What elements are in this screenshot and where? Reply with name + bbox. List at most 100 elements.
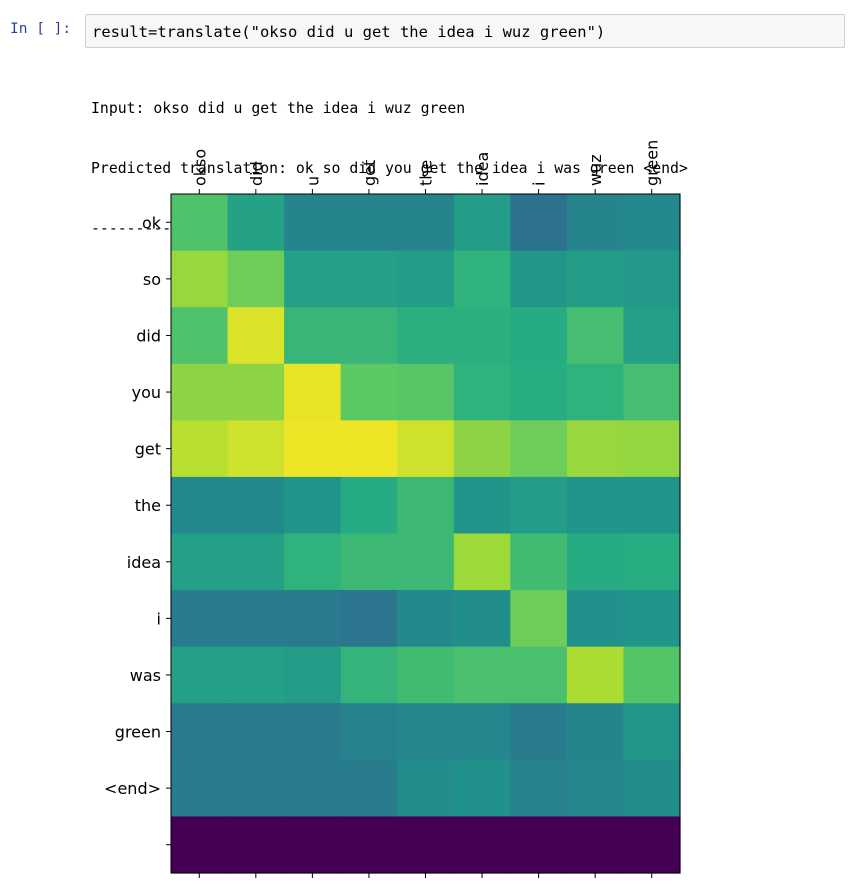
heatmap-cell [227,476,285,535]
heatmap-cell [284,307,342,365]
heatmap-cell [171,363,229,421]
heatmap-cell [453,476,511,535]
heatmap-cell [453,533,511,591]
cell-prompt: In [ ]: [10,21,72,37]
x-tick-label: idea [473,152,492,186]
heatmap-cell [510,590,568,648]
heatmap-cell [340,250,398,308]
heatmap-cell [171,816,229,874]
heatmap-cell [623,250,681,308]
heatmap-cell [171,250,229,308]
heatmap-cell [510,646,568,704]
heatmap-cell [510,759,568,818]
heatmap-cell [453,250,511,308]
output-prediction-line: Predicted translation: ok so did you get… [91,160,688,177]
heatmap-cell [340,420,398,478]
heatmap-cell [171,533,229,591]
heatmap-cell [566,194,625,252]
code-cell-input[interactable]: result=translate("okso did u get the ide… [85,14,845,48]
heatmap-cell [453,307,511,365]
heatmap-cell [510,533,568,591]
heatmap-cell [453,420,511,478]
heatmap-cell [227,590,285,648]
heatmap-cell [340,816,398,874]
heatmap-cell [340,703,398,761]
heatmap-cell [284,816,342,874]
output-input-line: Input: okso did u get the idea i wuz gre… [91,100,466,117]
heatmap-cell [227,533,285,591]
heatmap-cells [171,194,681,874]
x-tick-label: i [530,182,549,186]
heatmap-cell [453,759,511,818]
heatmap-cell [510,250,568,308]
y-tick-label: you [132,383,161,402]
heatmap-cell [623,307,681,365]
y-tick-label: was [130,666,161,685]
heatmap-cell [284,703,342,761]
heatmap-cell [510,194,568,252]
heatmap-cell [340,307,398,365]
heatmap-cell [340,363,398,421]
y-tick-label: the [135,496,161,515]
heatmap-cell [623,533,681,591]
heatmap-cell [453,816,511,874]
heatmap-cell [397,250,455,308]
heatmap-cell [284,590,342,648]
x-tick-label: okso [190,149,209,186]
heatmap-cell [566,250,625,308]
y-tick-label: i [157,609,161,628]
y-tick-label: ok [142,213,162,232]
heatmap-cell [566,703,625,761]
heatmap-cell [623,476,681,535]
heatmap-cell [510,703,568,761]
heatmap-cell [171,759,229,818]
heatmap-cell [623,646,681,704]
code-text[interactable]: result=translate("okso did u get the ide… [92,23,606,41]
heatmap-cell [397,590,455,648]
heatmap-cell [397,646,455,704]
heatmap-cell [284,476,342,535]
heatmap-cell [453,646,511,704]
heatmap-cell [284,420,342,478]
heatmap-cell [623,816,681,874]
heatmap-cell [284,533,342,591]
heatmap-cell [453,703,511,761]
heatmap-cell [566,307,625,365]
heatmap-cell [227,816,285,874]
heatmap-cell [566,363,625,421]
heatmap-cell [397,816,455,874]
heatmap-cell [566,533,625,591]
heatmap-cell [453,590,511,648]
y-tick-label: green [115,723,161,742]
heatmap-cell [623,703,681,761]
heatmap-cell [227,420,285,478]
heatmap-cell [510,816,568,874]
heatmap-cell [227,363,285,421]
x-tick-label: u [303,176,322,186]
heatmap-cell [510,307,568,365]
heatmap-cell [397,533,455,591]
y-tick-label: get [135,440,161,459]
heatmap-cell [566,816,625,874]
y-tick-label: <end> [104,779,161,798]
heatmap-axes [166,189,681,878]
y-tick-label: idea [127,553,161,572]
heatmap-cell [171,646,229,704]
x-tick-label: did [247,161,266,186]
heatmap-cell [397,194,455,252]
heatmap-cell [623,420,681,478]
heatmap-cell [397,703,455,761]
heatmap-cell [227,307,285,365]
x-tick-label: the [417,160,436,186]
heatmap-cell [284,250,342,308]
heatmap-cell [227,250,285,308]
x-tick-label: wuz [586,154,605,186]
heatmap-cell [453,194,511,252]
heatmap-cell [340,590,398,648]
y-tick-labels: ok so did you get the idea i was green <end> [104,213,162,798]
heatmap-cell [566,476,625,535]
heatmap-cell [227,703,285,761]
heatmap-cell [340,476,398,535]
heatmap-cell [340,194,398,252]
